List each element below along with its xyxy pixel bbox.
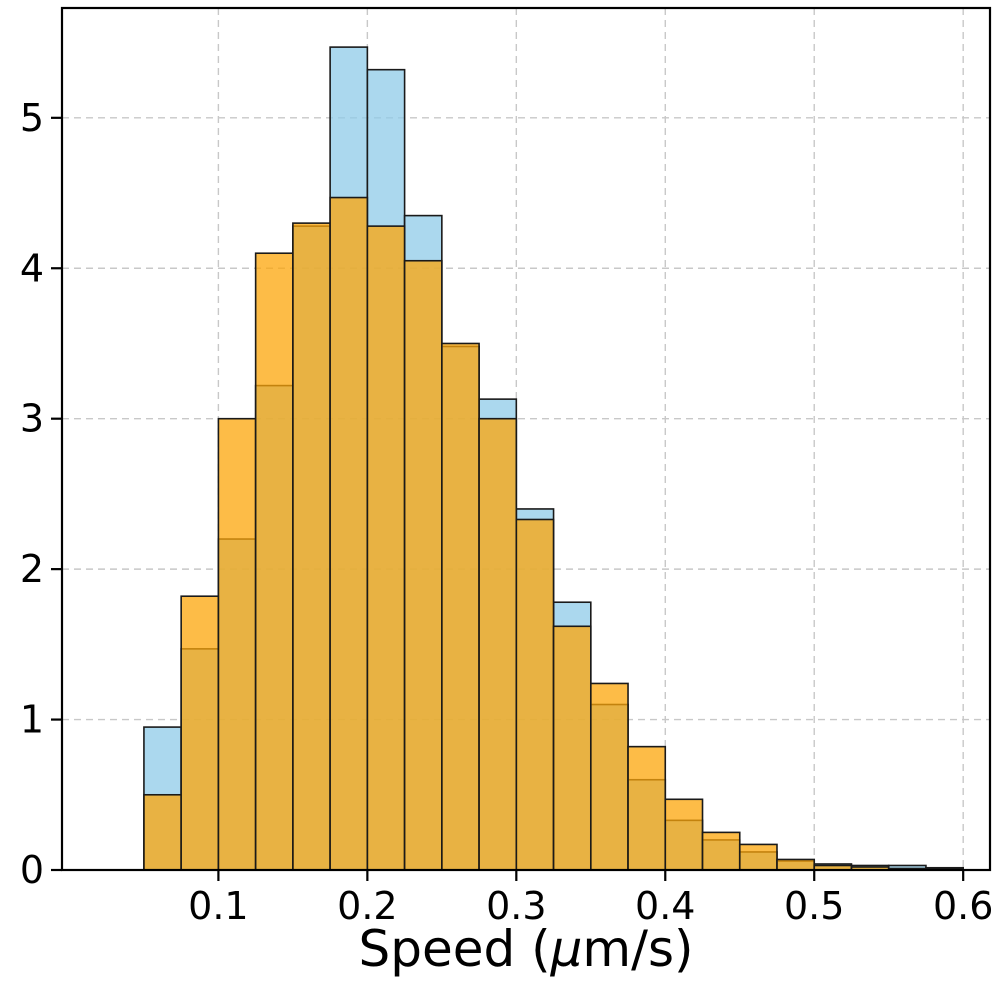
histogram-bar — [329, 196, 369, 871]
y-tick-label: 0 — [20, 848, 44, 892]
histogram-bar — [441, 342, 480, 871]
x-tick-label: 0.5 — [784, 884, 844, 928]
y-tick-label: 2 — [20, 547, 44, 591]
histogram-bar — [701, 831, 741, 871]
y-axis: 0 1 2 3 4 5 — [20, 96, 62, 892]
histogram-bar — [664, 798, 704, 871]
histogram-bar — [627, 745, 667, 871]
x-axis-label: Speed (μm/s) — [358, 920, 693, 978]
histogram-bar — [366, 225, 406, 871]
y-tick-label: 5 — [20, 96, 44, 140]
plot-spines — [60, 6, 992, 872]
x-tick-label: 0.4 — [635, 884, 695, 928]
x-axis: 0.1 0.2 0.3 0.4 0.5 0.6 — [188, 870, 993, 928]
histogram-bar — [143, 793, 182, 871]
x-tick-label: 0.1 — [188, 884, 248, 928]
x-tick-label: 0.2 — [337, 884, 397, 928]
histogram-bar — [738, 843, 778, 871]
histogram-bar — [552, 625, 592, 871]
x-tick-label: 0.6 — [933, 884, 993, 928]
histogram-bar — [776, 858, 816, 871]
x-tick-label: 0.3 — [486, 884, 546, 928]
histogram-bar — [478, 417, 518, 871]
y-tick-label: 4 — [20, 246, 44, 290]
y-tick-label: 1 — [20, 698, 44, 742]
histogram-bar — [254, 252, 294, 871]
histogram-bar — [403, 259, 443, 871]
histogram-bar — [180, 595, 220, 871]
y-tick-label: 3 — [20, 397, 44, 441]
bars-orange-histogram — [143, 196, 964, 871]
histogram-bar — [589, 682, 629, 871]
histogram-bar — [515, 518, 555, 871]
histogram-bar — [217, 417, 257, 871]
histogram-bar — [292, 222, 331, 871]
